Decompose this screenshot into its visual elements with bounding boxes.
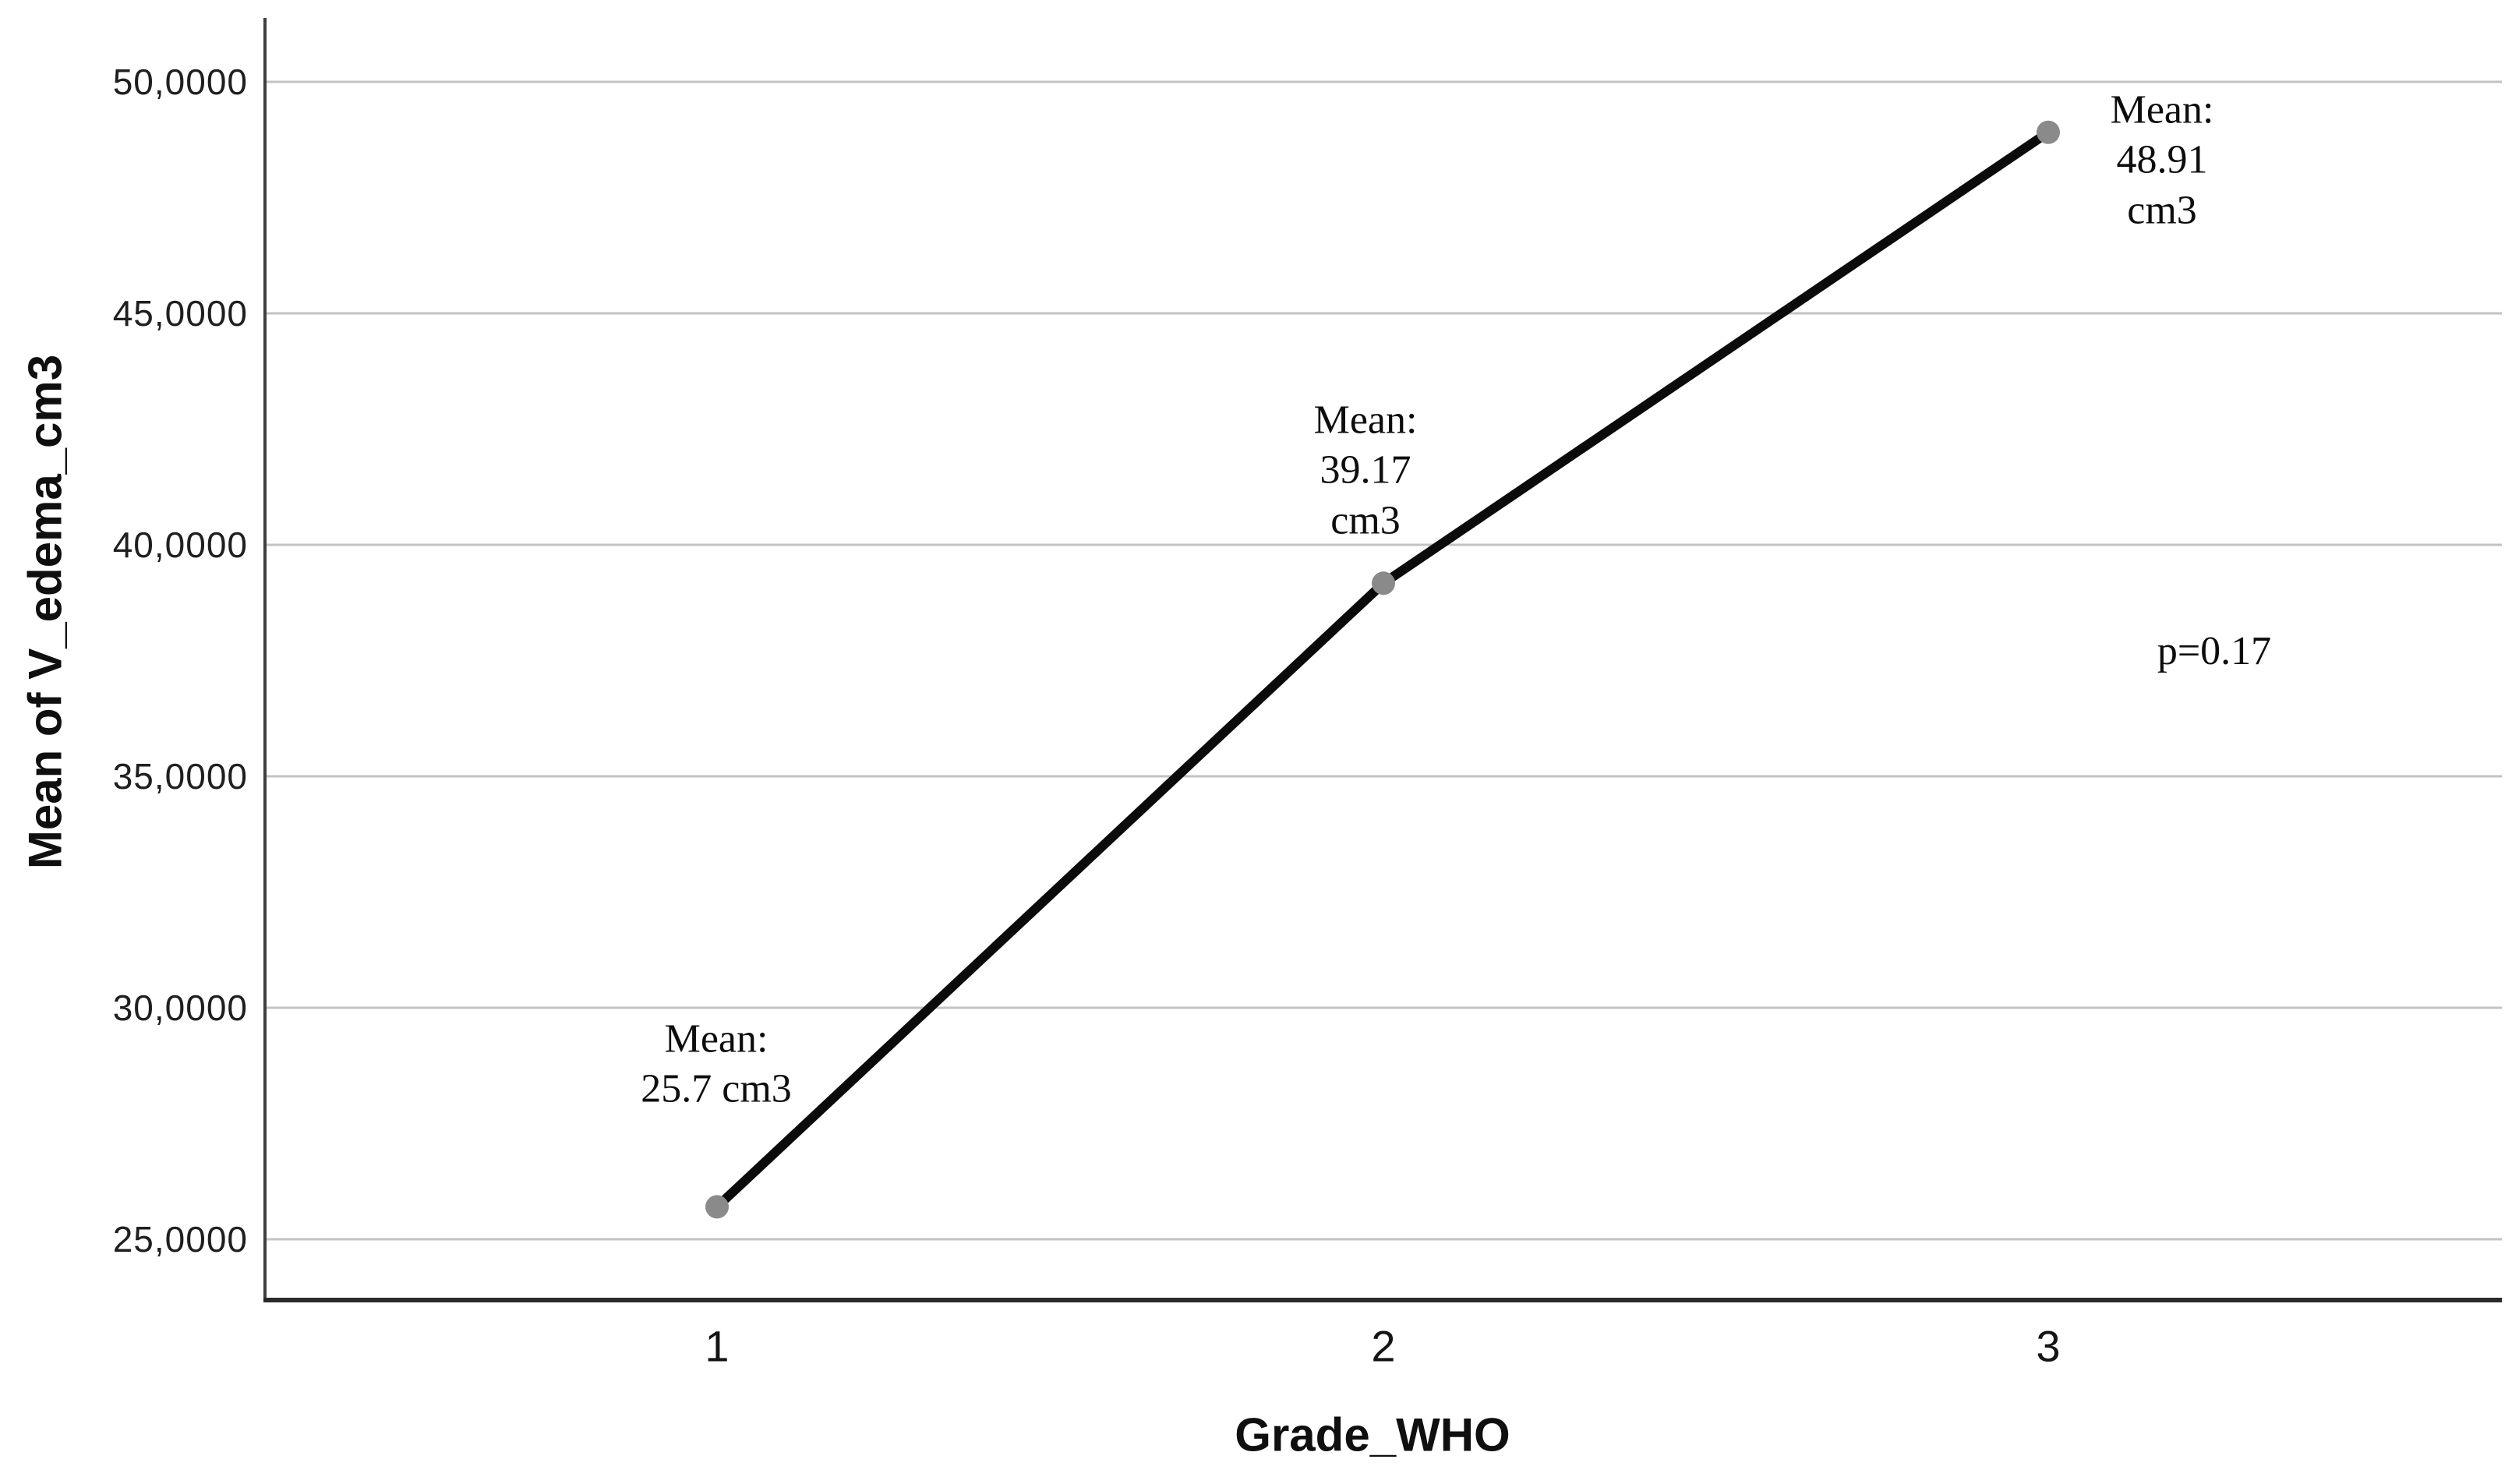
data-point — [705, 1195, 729, 1219]
x-axis-title: Grade_WHO — [1235, 1408, 1510, 1461]
y-tick-label: 25,0000 — [112, 1219, 248, 1260]
y-axis-title: Mean of V_edema_cm3 — [19, 354, 72, 870]
y-tick-label: 50,0000 — [112, 62, 248, 102]
y-tick-label: 35,0000 — [112, 756, 248, 797]
p-value-annotation: p=0.17 — [2157, 628, 2272, 673]
y-tick-label: 30,0000 — [112, 988, 248, 1028]
data-line — [712, 127, 2053, 1212]
y-tick-label: 40,0000 — [112, 525, 248, 565]
mean-annotation: Mean: 25.7 cm3 — [641, 1016, 792, 1111]
x-tick-label: 3 — [2036, 1321, 2061, 1371]
y-tick-label: 45,0000 — [112, 293, 248, 334]
mean-annotation: Mean: 48.91 cm3 — [2110, 87, 2214, 233]
x-tick-label: 2 — [1371, 1321, 1396, 1371]
x-tick-label: 1 — [705, 1321, 730, 1371]
data-point — [2037, 120, 2060, 144]
mean-annotation: Mean: 39.17 cm3 — [1313, 398, 1418, 543]
data-point — [1372, 571, 1395, 595]
